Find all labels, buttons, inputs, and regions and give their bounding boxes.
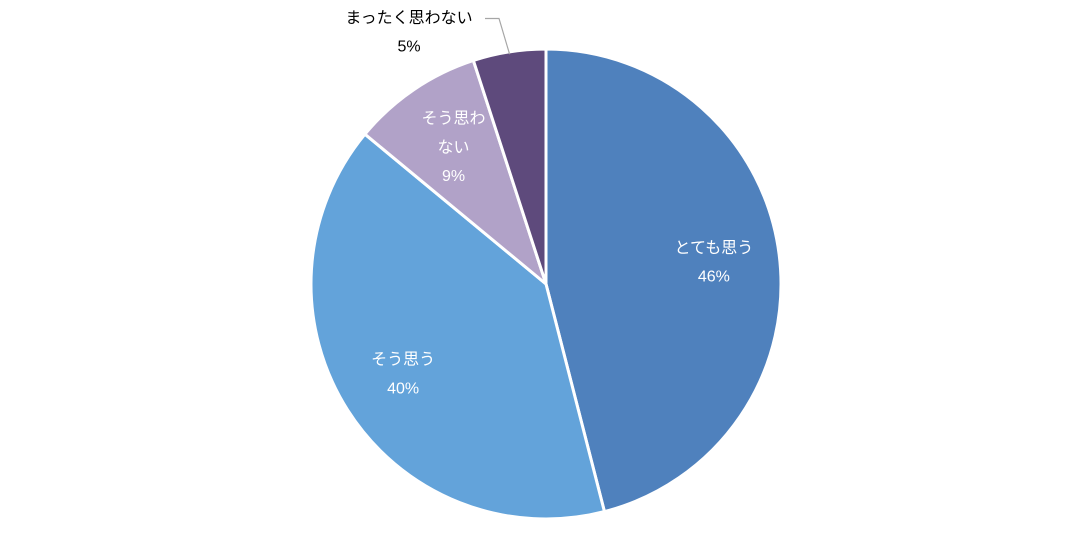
slice-name-label: そう思わ [422,108,486,127]
slice-name-label: とても思う [674,238,753,257]
pie-slice [544,47,783,514]
slice-name-label: そう思う [371,350,435,369]
slice-value-label: 40% [387,380,419,397]
leader-lines [485,17,511,55]
pie-slice [309,132,606,521]
slice-value-label: 46% [698,269,730,286]
slice-value-label: 5% [397,39,420,56]
slice-name-label: まったく思わない [345,8,472,27]
slice-value-label: 9% [442,168,465,185]
pie-slices [309,47,783,521]
pie-slice [363,59,548,286]
leader-line [485,17,511,55]
slice-name-label: ない [438,137,470,156]
